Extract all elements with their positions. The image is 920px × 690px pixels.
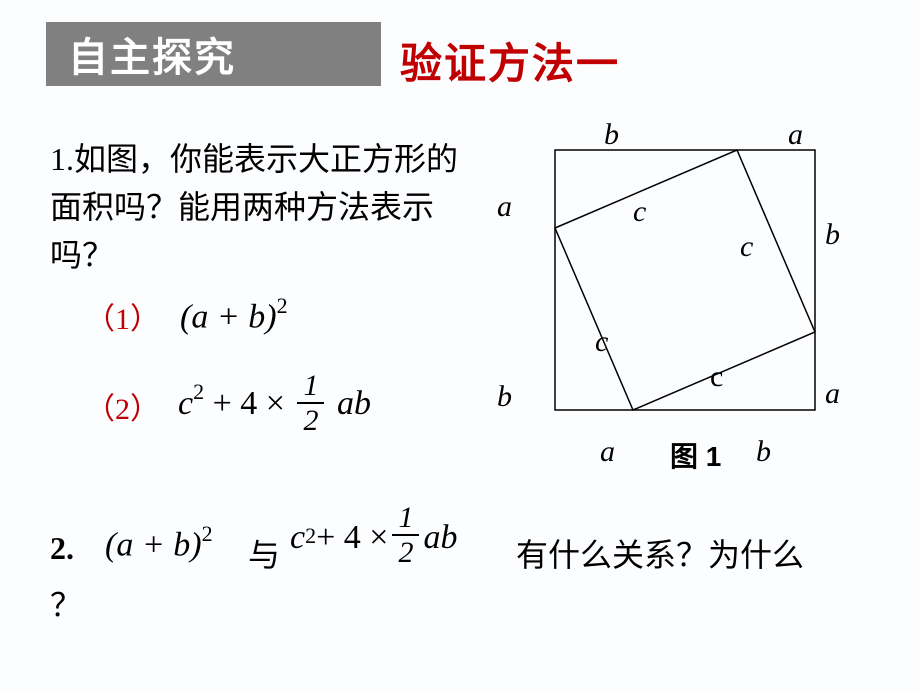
q2-f1-exp: 2: [202, 521, 213, 546]
label-right-a: a: [825, 377, 840, 411]
label-c-br: c: [710, 360, 723, 394]
question-2-mid: 与: [248, 530, 280, 576]
a2-ab: ab: [337, 385, 371, 422]
a2-c: c: [178, 385, 193, 422]
label-top-b: b: [604, 118, 619, 152]
a1-exp: 2: [277, 293, 288, 318]
a2-frac: 1 2: [297, 369, 324, 437]
q2-f2-frac-num: 1: [392, 501, 419, 536]
label-left-b: b: [497, 380, 512, 414]
a2-frac-den: 2: [297, 404, 324, 437]
label-top-a: a: [788, 118, 803, 152]
a1-base: (a + b): [180, 299, 277, 336]
label-bottom-a: a: [600, 435, 615, 469]
answer-1-formula: (a + b)2: [180, 295, 288, 336]
answer-2: （2） c2 + 4 × 1 2 ab: [85, 372, 371, 440]
question-2-end2: ？: [50, 580, 82, 626]
a2-frac-num: 1: [297, 369, 324, 404]
question-2-start: 2.: [50, 530, 74, 567]
q2-f2-plus4x: + 4 ×: [316, 519, 388, 557]
q2-f2-c: c: [290, 519, 305, 557]
question-2-end1: 有什么关系？为什么: [516, 530, 804, 576]
header-title: 验证方法一: [400, 30, 620, 91]
a2-plus4x: + 4 ×: [213, 385, 285, 422]
label-c-tr: c: [740, 230, 753, 264]
label-right-b: b: [825, 218, 840, 252]
square-diagram-svg: [495, 120, 895, 470]
q2-f2-ab: ab: [423, 519, 457, 557]
question-1-text: 1.如图，你能表示大正方形的面积吗？能用两种方法表示吗？: [50, 135, 480, 279]
header-band-text: 自主探究: [68, 25, 236, 83]
label-c-bl: c: [595, 325, 608, 359]
label-c-tl: c: [633, 195, 646, 229]
q2-f2-frac: 1 2: [392, 501, 419, 569]
label-left-a: a: [497, 190, 512, 224]
answer-2-formula: c2 + 4 × 1 2 ab: [178, 372, 371, 440]
q2-f2-c-exp: 2: [305, 523, 316, 549]
answer-1-label: （1）: [85, 294, 160, 338]
diagram-caption: 图 1: [670, 435, 721, 475]
diagram-area: [495, 120, 895, 480]
q2-f1-base: (a + b): [105, 526, 202, 563]
answer-1: （1） (a + b)2: [85, 294, 288, 338]
header-band: 自主探究: [46, 22, 381, 86]
question-2-formula-1: (a + b)2: [105, 523, 213, 564]
label-bottom-b: b: [756, 435, 771, 469]
question-2-formula-2: c2 + 4 × 1 2 ab: [290, 504, 457, 572]
a2-c-exp: 2: [193, 379, 204, 404]
q2-f2-frac-den: 2: [392, 536, 419, 569]
answer-2-label: （2）: [85, 384, 160, 428]
